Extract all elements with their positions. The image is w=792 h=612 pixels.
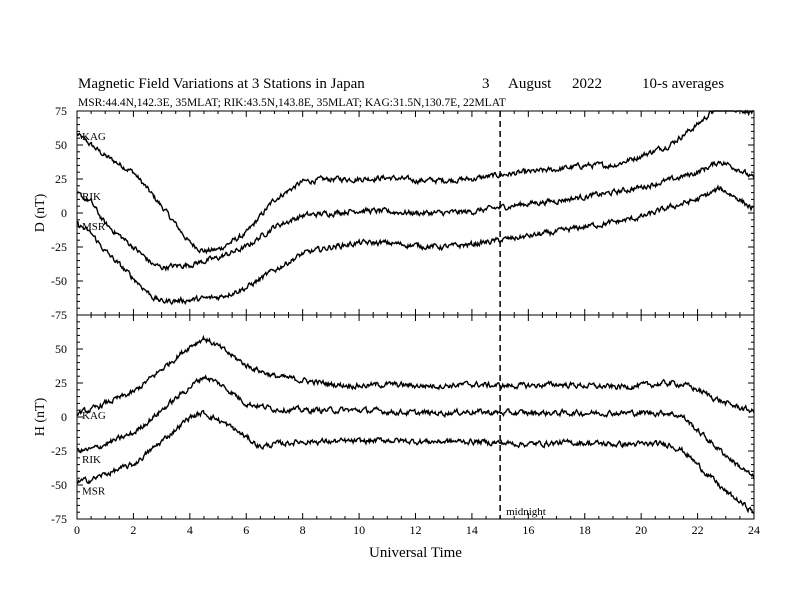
y-tick-label: -50 (51, 478, 67, 492)
y-tick-label: 75 (55, 104, 67, 118)
y-tick-label: -75 (51, 512, 67, 526)
series-label-KAG-H: KAG (82, 410, 106, 422)
y-tick-label: 25 (55, 376, 67, 390)
y-tick-label: -25 (51, 240, 67, 254)
panel-H-frame (76, 314, 755, 520)
y-axis-label-D: D (nT) (33, 193, 48, 232)
y-tick-label: 50 (55, 342, 67, 356)
y-tick-label: 25 (55, 172, 67, 186)
y-axis-label-H: H (nT) (33, 397, 48, 436)
series-label-RIK-D: RIK (82, 191, 101, 203)
series-label-MSR-H: MSR (82, 485, 106, 497)
chart-date-day: 3 (482, 76, 490, 92)
x-tick-label: 4 (187, 523, 193, 537)
series-label-MSR-D: MSR (82, 221, 106, 233)
series-line-RIK-D (76, 160, 755, 272)
x-tick-label: 22 (692, 523, 704, 537)
series-line-MSR-H (76, 409, 755, 515)
y-tick-label: -75 (51, 308, 67, 322)
y-tick-label: -25 (51, 444, 67, 458)
x-tick-label: 16 (522, 523, 534, 537)
y-tick-label: 50 (55, 138, 67, 152)
x-axis-label: Universal Time (369, 545, 462, 561)
x-tick-label: 20 (635, 523, 647, 537)
x-tick-label: 0 (74, 523, 80, 537)
x-tick-label: 2 (130, 523, 136, 537)
y-tick-label: -50 (51, 274, 67, 288)
series-line-KAG-D (76, 109, 754, 255)
x-tick-label: 8 (300, 523, 306, 537)
x-tick-label: 24 (748, 523, 760, 537)
series-line-MSR-D (76, 184, 755, 306)
chart-title: Magnetic Field Variations at 3 Stations … (78, 76, 365, 92)
series-label-RIK-H: RIK (82, 454, 101, 466)
x-tick-label: 18 (579, 523, 591, 537)
chart-date-month: August (508, 76, 552, 92)
series-line-RIK-H (76, 374, 755, 480)
y-tick-label: 0 (61, 410, 67, 424)
y-tick-label: 0 (61, 206, 67, 220)
x-tick-label: 6 (243, 523, 249, 537)
x-tick-label: 14 (466, 523, 478, 537)
x-tick-label: 10 (353, 523, 365, 537)
panel-D: 75 50 25 0 -25 -50 -75 D (nT) KAG RIK MSR (33, 104, 755, 322)
series-line-KAG-H (76, 334, 755, 416)
series-label-KAG-D: KAG (82, 131, 106, 143)
chart-date-year: 2022 (572, 76, 602, 92)
chart-averaging-note: 10-s averages (642, 76, 724, 92)
midnight-label: midnight (506, 506, 546, 518)
panels-group: 75 50 25 0 -25 -50 -75 D (nT) KAG RIK MSR 50 25 0 -25 -… (33, 104, 760, 561)
x-tick-label: 12 (410, 523, 422, 537)
station-coordinates-line: MSR:44.4N,142.3E, 35MLAT; RIK:43.5N,143.… (78, 97, 506, 109)
